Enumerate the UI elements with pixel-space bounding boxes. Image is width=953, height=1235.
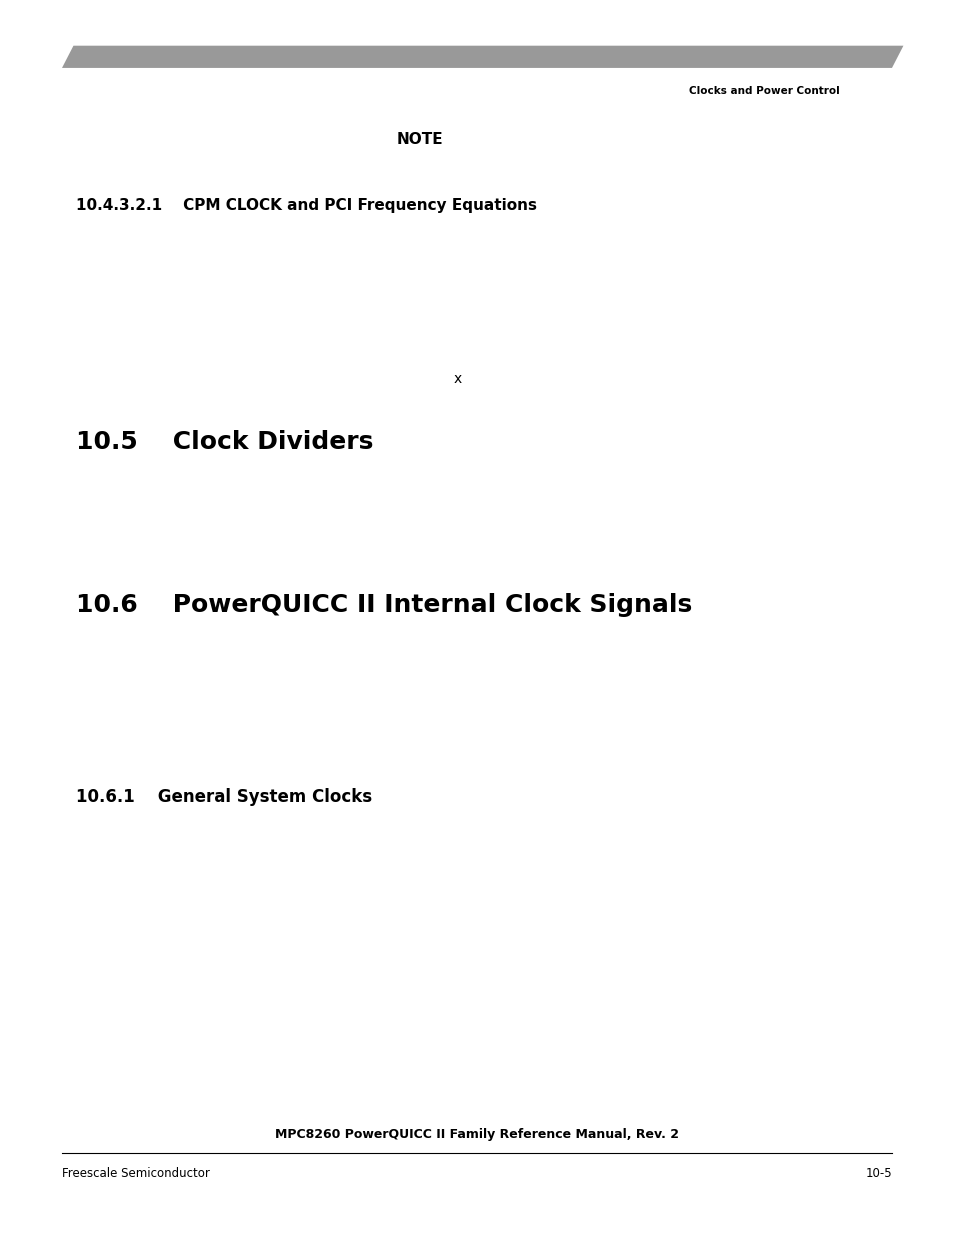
Polygon shape [62, 46, 902, 68]
Text: x: x [454, 372, 461, 387]
Text: 10.6    PowerQUICC II Internal Clock Signals: 10.6 PowerQUICC II Internal Clock Signal… [76, 593, 692, 616]
Text: 10.5    Clock Dividers: 10.5 Clock Dividers [76, 430, 374, 453]
Text: MPC8260 PowerQUICC II Family Reference Manual, Rev. 2: MPC8260 PowerQUICC II Family Reference M… [274, 1128, 679, 1141]
Text: NOTE: NOTE [396, 132, 442, 147]
Text: 10.6.1    General System Clocks: 10.6.1 General System Clocks [76, 788, 372, 806]
Text: Clocks and Power Control: Clocks and Power Control [688, 86, 839, 96]
Text: Freescale Semiconductor: Freescale Semiconductor [62, 1167, 210, 1181]
Text: 10-5: 10-5 [864, 1167, 891, 1181]
Text: 10.4.3.2.1    CPM CLOCK and PCI Frequency Equations: 10.4.3.2.1 CPM CLOCK and PCI Frequency E… [76, 198, 537, 212]
